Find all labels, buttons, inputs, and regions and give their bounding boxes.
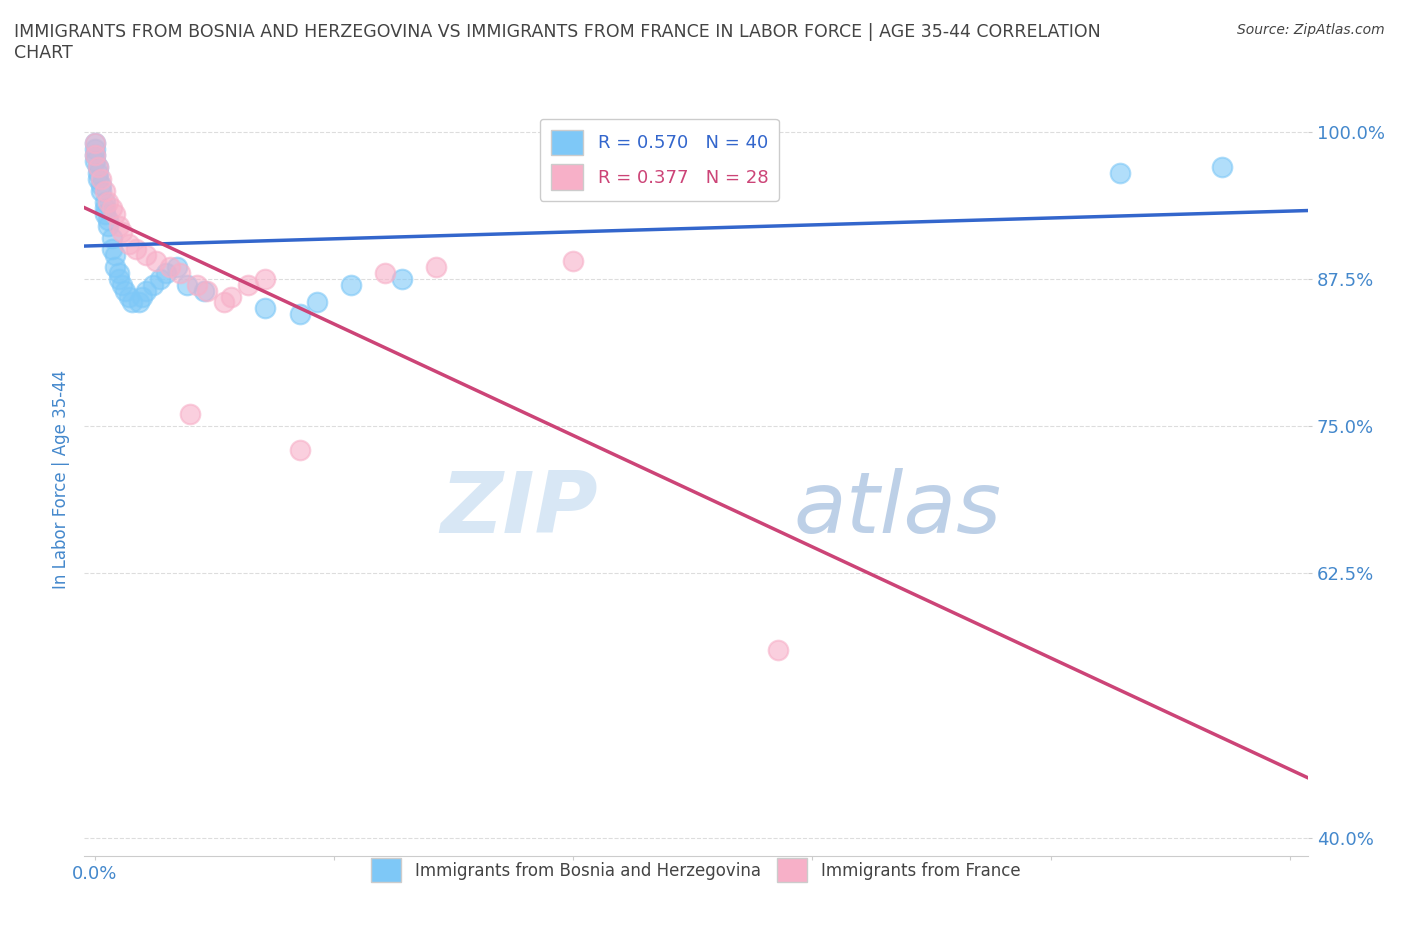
Point <box>87 160 110 175</box>
Point <box>87 160 110 175</box>
Point <box>100 231 122 246</box>
Point <box>83 136 105 151</box>
Point <box>288 307 311 322</box>
Point <box>166 259 188 274</box>
Point <box>83 148 105 163</box>
Point <box>83 142 105 157</box>
Point <box>254 300 277 315</box>
Point <box>111 277 134 292</box>
Point <box>107 266 129 281</box>
Point <box>97 213 120 228</box>
Point <box>111 224 134 239</box>
Point <box>107 219 129 233</box>
Point <box>104 206 127 221</box>
Point <box>238 277 260 292</box>
Point <box>425 259 447 274</box>
Point <box>104 259 127 274</box>
Point <box>107 272 129 286</box>
Point <box>288 442 311 457</box>
Point <box>94 183 117 198</box>
Point <box>83 153 105 168</box>
Point <box>766 643 789 658</box>
Point <box>104 248 127 263</box>
Point <box>135 248 157 263</box>
Point <box>148 272 170 286</box>
Point <box>94 195 117 210</box>
Point <box>100 242 122 257</box>
Point <box>176 277 198 292</box>
Point <box>340 277 363 292</box>
Point <box>195 283 218 298</box>
Point <box>214 295 236 310</box>
Point <box>131 289 153 304</box>
Point <box>118 236 141 251</box>
Point <box>179 406 201 421</box>
Point <box>94 201 117 216</box>
Legend: Immigrants from Bosnia and Herzegovina, Immigrants from France: Immigrants from Bosnia and Herzegovina, … <box>364 852 1028 889</box>
Point <box>100 201 122 216</box>
Point <box>1211 160 1233 175</box>
Point <box>193 283 215 298</box>
Point <box>391 272 413 286</box>
Point <box>142 277 165 292</box>
Point <box>124 242 146 257</box>
Point <box>374 266 396 281</box>
Y-axis label: In Labor Force | Age 35-44: In Labor Force | Age 35-44 <box>52 369 70 589</box>
Point <box>121 295 143 310</box>
Point <box>90 183 112 198</box>
Point <box>83 136 105 151</box>
Point <box>87 166 110 180</box>
Point <box>1108 166 1130 180</box>
Text: IMMIGRANTS FROM BOSNIA AND HERZEGOVINA VS IMMIGRANTS FROM FRANCE IN LABOR FORCE : IMMIGRANTS FROM BOSNIA AND HERZEGOVINA V… <box>14 23 1101 62</box>
Point <box>155 266 177 281</box>
Point <box>159 259 181 274</box>
Point <box>97 219 120 233</box>
Point <box>219 289 242 304</box>
Point <box>135 283 157 298</box>
Point <box>562 254 585 269</box>
Point <box>169 266 191 281</box>
Point <box>114 283 136 298</box>
Point <box>118 289 141 304</box>
Point <box>83 148 105 163</box>
Point <box>97 195 120 210</box>
Point <box>254 272 277 286</box>
Point <box>305 295 328 310</box>
Text: Source: ZipAtlas.com: Source: ZipAtlas.com <box>1237 23 1385 37</box>
Text: ZIP: ZIP <box>440 468 598 551</box>
Point <box>145 254 167 269</box>
Point <box>128 295 150 310</box>
Text: atlas: atlas <box>794 468 1002 551</box>
Point <box>90 178 112 193</box>
Point <box>87 171 110 186</box>
Point <box>94 206 117 221</box>
Point <box>90 171 112 186</box>
Point <box>186 277 208 292</box>
